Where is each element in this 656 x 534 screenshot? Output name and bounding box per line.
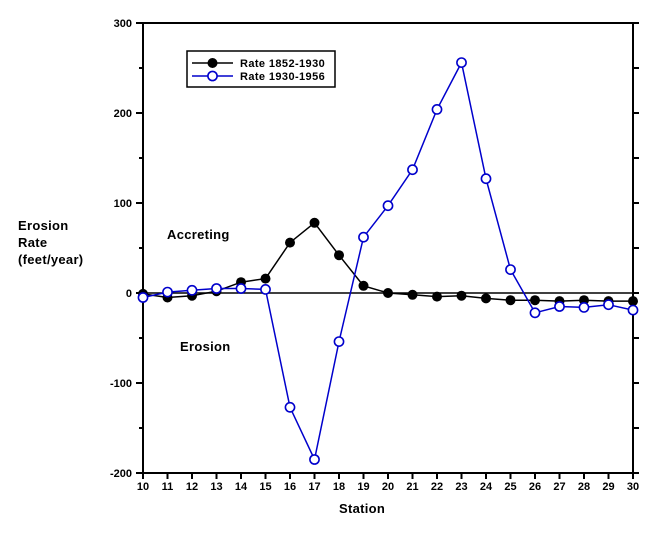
y-tick-label: 300	[114, 18, 132, 30]
y-axis-title: Erosion Rate (feet/year)	[18, 217, 83, 268]
x-tick-label: 24	[480, 481, 493, 493]
data-point-series1	[383, 288, 393, 298]
data-point-series2	[333, 336, 345, 347]
data-point-series1	[309, 217, 320, 228]
legend-marker	[207, 58, 218, 68]
data-point-series2	[578, 301, 590, 313]
x-axis-title: Station	[339, 501, 386, 516]
x-tick-label: 20	[382, 481, 394, 493]
x-tick-label: 25	[504, 481, 516, 493]
x-tick-label: 28	[578, 481, 590, 493]
data-point-series2	[358, 231, 369, 243]
data-point-series2	[603, 299, 614, 311]
data-point-series1	[334, 250, 344, 261]
data-point-series2	[480, 173, 492, 185]
data-point-series2	[382, 200, 394, 212]
legend-label: Rate 1852-1930	[240, 58, 325, 70]
y-tick-label: 200	[114, 108, 132, 120]
x-tick-label: 11	[162, 481, 174, 493]
data-point-series2	[431, 104, 443, 115]
x-tick-label: 30	[627, 481, 639, 493]
y-tick-label: -200	[110, 468, 132, 480]
data-point-series2	[456, 57, 467, 68]
x-tick-label: 21	[406, 481, 418, 493]
data-point-series2	[407, 164, 418, 176]
x-tick-label: 13	[210, 481, 222, 493]
x-tick-label: 15	[259, 481, 271, 493]
data-point-series2	[554, 301, 565, 312]
data-point-series2	[529, 307, 541, 319]
x-tick-label: 18	[333, 481, 345, 493]
x-tick-label: 26	[529, 481, 541, 493]
annotation-accreting: Accreting	[167, 227, 230, 242]
x-tick-label: 12	[186, 481, 198, 493]
legend-marker	[207, 70, 218, 82]
data-point-series1	[505, 295, 516, 306]
x-tick-label: 19	[357, 481, 369, 493]
x-tick-label: 10	[137, 481, 149, 493]
data-point-series2	[137, 292, 149, 303]
data-point-series1	[432, 291, 442, 302]
data-point-series1	[260, 273, 271, 284]
x-tick-label: 23	[455, 481, 467, 493]
x-tick-label: 14	[235, 481, 248, 493]
y-tick-label: -100	[110, 378, 132, 390]
data-point-series2	[627, 304, 639, 316]
data-point-series2	[186, 284, 198, 296]
data-point-series2	[162, 286, 173, 298]
data-point-series2	[211, 283, 222, 294]
y-axis-title-line: Rate	[18, 235, 48, 250]
y-tick-label: 0	[126, 288, 132, 300]
data-point-series2	[284, 401, 296, 413]
y-tick-label: 100	[114, 198, 132, 210]
data-point-series1	[628, 296, 638, 307]
y-axis-title-line: Erosion	[18, 218, 69, 233]
x-tick-label: 27	[553, 481, 565, 493]
series-line-2	[142, 60, 634, 462]
x-tick-label: 16	[284, 481, 296, 493]
legend-label: Rate 1930-1956	[240, 71, 325, 83]
data-point-series2	[309, 454, 320, 465]
x-tick-label: 29	[602, 481, 614, 493]
plot-frame	[142, 22, 634, 474]
data-point-series1	[407, 289, 418, 300]
x-tick-label: 17	[308, 481, 320, 493]
data-point-series2	[235, 283, 247, 294]
data-point-series1	[456, 290, 467, 301]
annotation-erosion: Erosion	[180, 339, 231, 354]
data-point-series2	[260, 283, 271, 295]
data-point-series1	[481, 293, 491, 304]
data-point-series1	[358, 280, 369, 291]
data-point-series2	[505, 264, 516, 275]
x-tick-label: 22	[431, 481, 443, 493]
data-point-series1	[285, 237, 295, 248]
data-point-series1	[530, 295, 540, 306]
y-axis-title-line: (feet/year)	[18, 252, 84, 267]
